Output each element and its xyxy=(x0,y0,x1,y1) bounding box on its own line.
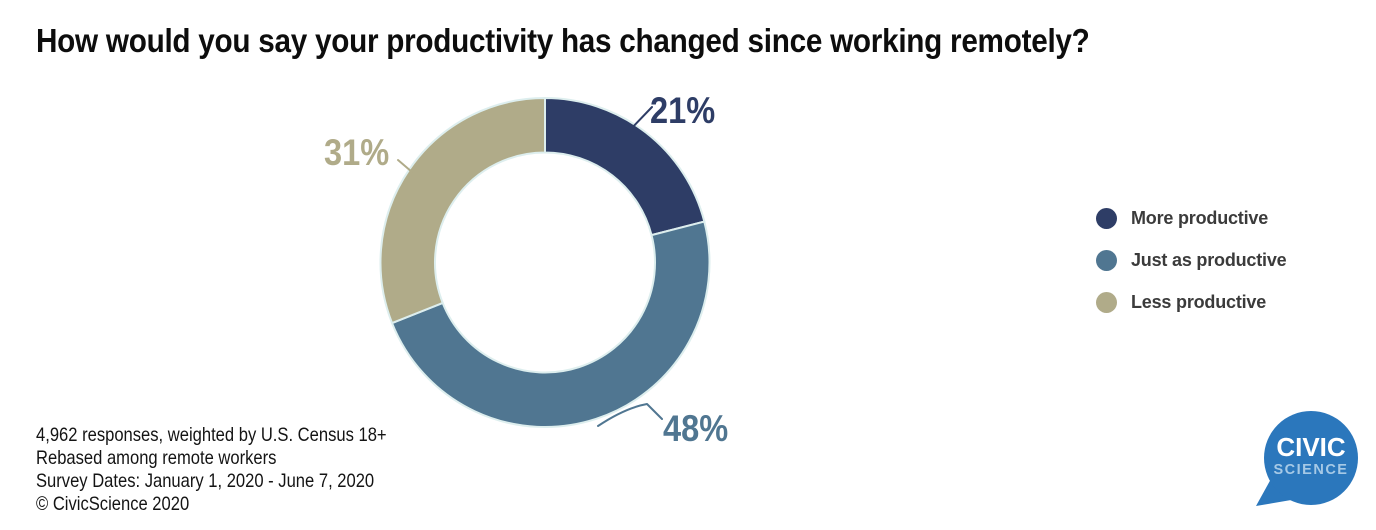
footnote-responses: 4,962 responses, weighted by U.S. Census… xyxy=(36,424,387,446)
footnote-rebased: Rebased among remote workers xyxy=(36,447,277,469)
legend-label-less-productive: Less productive xyxy=(1131,292,1267,312)
donut-segment-less-productive xyxy=(379,96,546,325)
legend-dot-just-as-productive xyxy=(1096,250,1117,271)
legend-item-just-as-productive: Just as productive xyxy=(1096,250,1287,271)
footnote-survey-dates: Survey Dates: January 1, 2020 - June 7, … xyxy=(36,470,375,492)
leader-line-more-productive xyxy=(628,106,653,132)
leader-line-less-productive xyxy=(397,159,413,173)
legend-item-less-productive: Less productive xyxy=(1096,292,1286,313)
chart-title: How would you say your productivity has … xyxy=(36,22,1090,59)
footnotes: 4,962 responses, weighted by U.S. Census… xyxy=(36,424,387,516)
donut-segments xyxy=(379,96,711,428)
segment-label-less-productive: 31% xyxy=(324,132,390,173)
legend-dot-more-productive xyxy=(1096,208,1117,229)
logo-text-civic: CIVIC xyxy=(1276,432,1346,462)
legend-label-just-as-productive: Just as productive xyxy=(1131,250,1287,270)
legend-item-more-productive: More productive xyxy=(1096,208,1286,229)
legend-label-more-productive: More productive xyxy=(1131,208,1269,228)
legend-dot-less-productive xyxy=(1096,292,1117,313)
logo-circle xyxy=(1264,411,1358,505)
logo-speech-bubble-tail xyxy=(1256,477,1297,506)
segment-label-more-productive: 21% xyxy=(650,90,716,131)
footnote-copyright: © CivicScience 2020 xyxy=(36,493,190,515)
civicscience-logo: CIVIC SCIENCE xyxy=(1256,411,1358,506)
logo-text-science: SCIENCE xyxy=(1274,462,1349,478)
leader-line-just-as-productive xyxy=(597,403,663,427)
legend: More productive Just as productive Less … xyxy=(1096,208,1287,334)
leader-lines xyxy=(397,106,663,427)
donut-segment-just-as-productive xyxy=(390,220,711,428)
segment-label-just-as-productive: 48% xyxy=(663,408,729,449)
